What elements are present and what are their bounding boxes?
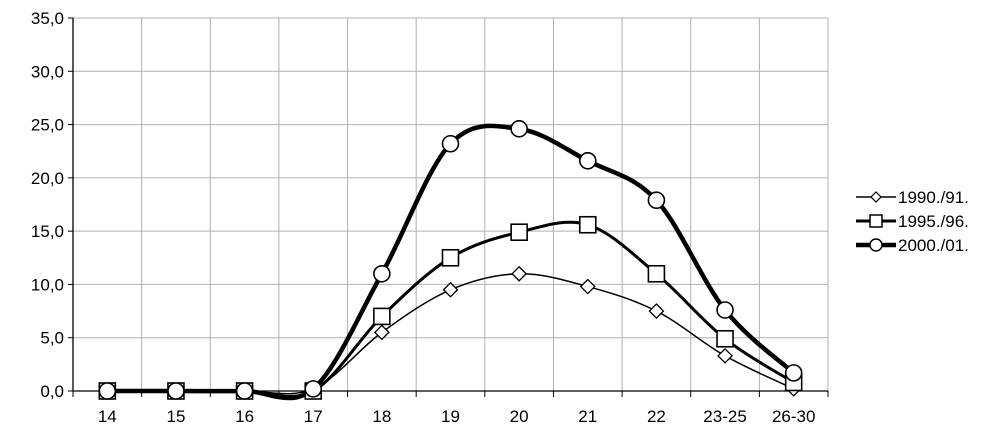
y-tick-label: 15,0	[31, 222, 64, 241]
data-point-1990./91.-18	[373, 324, 390, 341]
data-point-1990./91.-21	[579, 278, 596, 295]
grid-lines	[73, 17, 829, 391]
y-tick-label: 0,0	[40, 382, 64, 401]
x-tick-label: 15	[166, 407, 185, 426]
data-point-1990./91.-22	[648, 303, 665, 319]
data-point-1990./91.-19	[442, 281, 459, 298]
data-point-2000./01.-16	[235, 382, 254, 400]
legend-label: 1990./91.	[898, 188, 969, 207]
data-point-1995./96.-20	[510, 223, 528, 242]
y-tick-label: 10,0	[31, 275, 64, 294]
data-point-1990./91.-20	[511, 265, 528, 282]
data-point-2000./01.-14	[98, 382, 117, 400]
x-tick-label: 17	[304, 407, 323, 426]
data-point-2000./01.-17	[304, 380, 323, 398]
data-point-2000./01.-26-30	[784, 364, 803, 382]
x-tick-label: 23-25	[703, 407, 746, 426]
data-point-2000./01.-21	[578, 152, 597, 170]
x-tick-label: 26-30	[772, 407, 815, 426]
x-tick-label: 18	[372, 407, 391, 426]
legend-label: 1995./96.	[898, 212, 969, 231]
data-point-2000./01.-18	[373, 264, 391, 283]
legend-marker-circle	[869, 238, 883, 252]
x-tick-label: 20	[510, 407, 529, 426]
x-axis-tick-labels: 14 15 16 17 18 19 20 21 22 23-25 26-30	[98, 407, 816, 426]
y-tick-label: 20,0	[31, 169, 64, 188]
data-point-1995./96.-22	[647, 264, 666, 283]
data-point-1995./96.-19	[441, 248, 460, 267]
axes	[68, 17, 829, 397]
legend-marker-diamond	[870, 191, 882, 203]
data-point-1995./96.-18	[373, 307, 391, 326]
data-point-1995./96.-23-25	[716, 329, 734, 348]
data-point-1990./91.-23-25	[717, 347, 733, 364]
data-point-2000./01.-22	[647, 191, 666, 210]
x-tick-label: 19	[441, 407, 460, 426]
legend-marker-square	[869, 214, 883, 228]
y-tick-label: 30,0	[31, 62, 64, 81]
data-point-1995./96.-21	[578, 215, 597, 234]
data-point-2000./01.-19	[441, 134, 460, 153]
legend: 1990./91. 1995./96. 2000./01.	[856, 188, 969, 255]
data-point-2000./01.-20	[510, 120, 528, 138]
x-tick-label: 21	[578, 407, 597, 426]
x-tick-label: 22	[647, 407, 666, 426]
x-tick-label: 16	[235, 407, 254, 426]
legend-label: 2000./01.	[898, 236, 969, 255]
x-tick-label: 14	[98, 407, 117, 426]
data-point-2000./01.-23-25	[716, 301, 734, 319]
y-tick-label: 5,0	[40, 329, 64, 348]
data-point-2000./01.-15	[167, 382, 185, 400]
y-axis-tick-labels: 0,0 5,0 10,0 15,0 20,0 25,0 30,0 35,0	[31, 9, 64, 401]
data-series	[98, 120, 803, 401]
y-tick-label: 35,0	[31, 9, 64, 28]
y-tick-label: 25,0	[31, 116, 64, 135]
